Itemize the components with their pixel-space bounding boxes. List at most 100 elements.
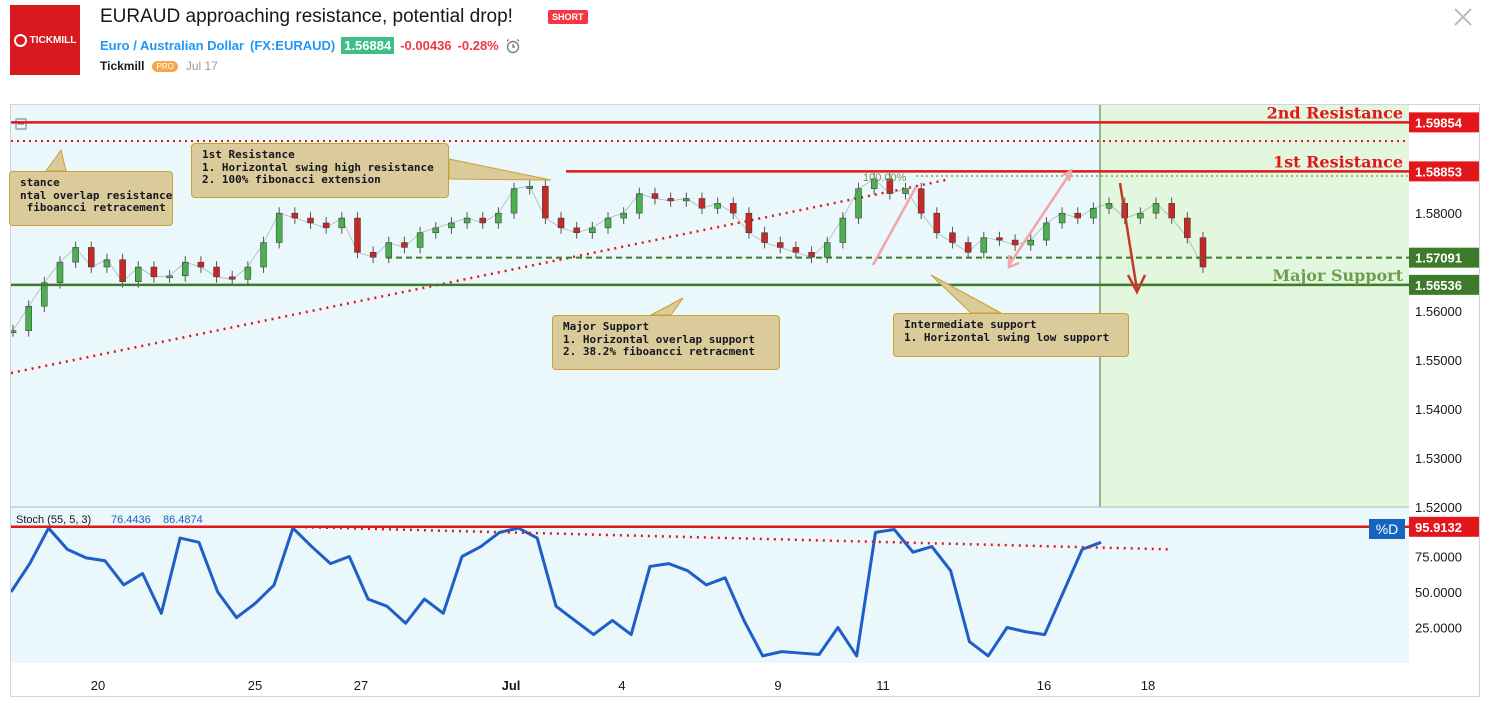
price-tick-label: 1.53000 — [1415, 451, 1462, 466]
candle-body — [354, 217, 361, 253]
candle-body — [886, 178, 894, 194]
candle-body — [322, 222, 330, 229]
candle-body — [275, 212, 283, 243]
candle-body — [526, 185, 533, 189]
stoch-indicator-label: Stoch (55, 5, 3) — [16, 514, 91, 526]
price-badge: 1.56884 — [341, 37, 395, 54]
candle-body — [307, 217, 314, 224]
author-link[interactable]: Tickmill — [100, 59, 145, 73]
candle-body — [933, 212, 941, 233]
candle-body — [1199, 237, 1207, 268]
candle-body — [463, 217, 471, 224]
candle-body — [135, 266, 142, 282]
candle-body — [25, 305, 32, 331]
candle-body — [479, 217, 486, 224]
chart-svg[interactable]: 1.52000 1.53000 1.54000 1.55000 1.56000 1.570… — [11, 105, 1479, 696]
symbol-line: Euro / Australian Dollar (FX:EURAUD) 1.5… — [100, 37, 521, 54]
level-value-badge — [1409, 274, 1479, 295]
price-tick-label: 1.56000 — [1415, 304, 1462, 319]
short-badge: SHORT — [548, 10, 588, 24]
annotation-first-resistance[interactable]: 1st Resistance 1. Horizontal swing high … — [191, 143, 449, 198]
candle-body — [792, 247, 800, 253]
candle-body — [996, 237, 1003, 241]
symbol-name-link[interactable]: Euro / Australian Dollar — [100, 38, 244, 53]
candle-body — [1090, 208, 1097, 219]
time-tick-label: 11 — [876, 678, 890, 693]
annotation-left-resistance[interactable]: stance ntal overlap resistance fiboancci… — [9, 171, 173, 226]
stoch-tick-label: 25.0000 — [1415, 621, 1462, 636]
candle-body — [103, 259, 111, 268]
candle-body — [197, 261, 205, 268]
tickmill-logo: TICKMILL — [10, 5, 80, 75]
candle-body — [902, 188, 909, 194]
fib-extension-label: 100.00% — [863, 172, 907, 184]
pro-badge: PRO — [152, 60, 178, 72]
candle-body — [667, 198, 674, 202]
candle-body — [1152, 203, 1160, 214]
close-icon[interactable] — [1452, 6, 1474, 28]
price-axis-background — [1409, 105, 1479, 696]
time-tick-label: 18 — [1141, 678, 1155, 693]
alarm-clock-icon[interactable] — [505, 38, 521, 54]
candle-body — [542, 185, 549, 219]
level-value-badge — [1409, 247, 1479, 268]
candle-body — [1058, 212, 1066, 224]
fib-arrowhead — [1007, 255, 1020, 269]
candle-body — [228, 276, 236, 280]
candle-body — [839, 217, 847, 243]
chart-container[interactable]: 1.52000 1.53000 1.54000 1.55000 1.56000 1.570… — [9, 104, 1480, 697]
logo-mark-icon — [13, 33, 27, 47]
time-tick-label: 25 — [248, 678, 262, 693]
candle-body — [181, 261, 189, 277]
candle-body — [714, 203, 721, 209]
candle-body — [448, 222, 455, 229]
stoch-level-badge — [1409, 516, 1479, 537]
publish-date: Jul 17 — [185, 59, 218, 73]
price-tick-label: 1.54000 — [1415, 402, 1462, 417]
candle-body — [510, 188, 518, 214]
candle-body — [291, 212, 299, 219]
stoch-level-text: 95.9132 — [1415, 520, 1462, 535]
stoch-value-k: 76.4436 — [111, 514, 151, 526]
stoch-tick-label: 50.0000 — [1415, 585, 1462, 600]
level-name-label: 2nd Resistance — [1267, 105, 1403, 122]
candle-body — [1184, 217, 1191, 238]
annotation-pointer — [448, 158, 552, 181]
symbol-code-link[interactable]: (FX:EURAUD) — [250, 38, 336, 53]
level-value-text: 1.58853 — [1415, 164, 1462, 179]
rising-trendline — [11, 178, 947, 375]
candle-body — [964, 242, 972, 253]
candle-body — [338, 217, 346, 229]
annotation-intermediate-support[interactable]: Intermediate support 1. Horizontal swing… — [893, 313, 1129, 357]
candle-body — [1011, 239, 1019, 246]
candle-body — [980, 237, 988, 253]
logo-text: TICKMILL — [29, 34, 77, 46]
author-line: Tickmill PRO Jul 17 — [100, 59, 218, 73]
candle-body — [166, 275, 173, 279]
candle-body — [401, 242, 408, 248]
candle-body — [495, 212, 502, 224]
candle-body — [213, 266, 220, 278]
time-tick-label: 27 — [354, 678, 368, 693]
idea-title: EURAUD approaching resistance, potential… — [100, 6, 513, 27]
candle-body — [119, 259, 126, 282]
candle-body — [620, 212, 627, 219]
time-axis-background — [11, 663, 1409, 696]
level-value-text: 1.56536 — [1415, 278, 1462, 293]
candle-body — [589, 227, 596, 233]
collapse-pane-icon[interactable] — [15, 118, 27, 130]
candle-body — [761, 232, 768, 243]
fib-arrowhead — [1062, 168, 1073, 182]
stoch-d-badge — [1369, 519, 1405, 539]
candle-body — [11, 330, 17, 333]
candle-body — [88, 247, 95, 268]
price-tick-label: 1.58000 — [1415, 206, 1462, 221]
drop-arrow — [1118, 182, 1139, 291]
candle-body — [745, 212, 753, 233]
stoch-tick-label: 75.0000 — [1415, 550, 1462, 565]
annotation-major-support[interactable]: Major Support 1. Horizontal overlap supp… — [552, 315, 780, 370]
candle-body — [917, 188, 925, 214]
candle-body — [604, 217, 612, 229]
candle-body — [1027, 239, 1035, 246]
fib-leg-arrow — [1007, 174, 1071, 266]
